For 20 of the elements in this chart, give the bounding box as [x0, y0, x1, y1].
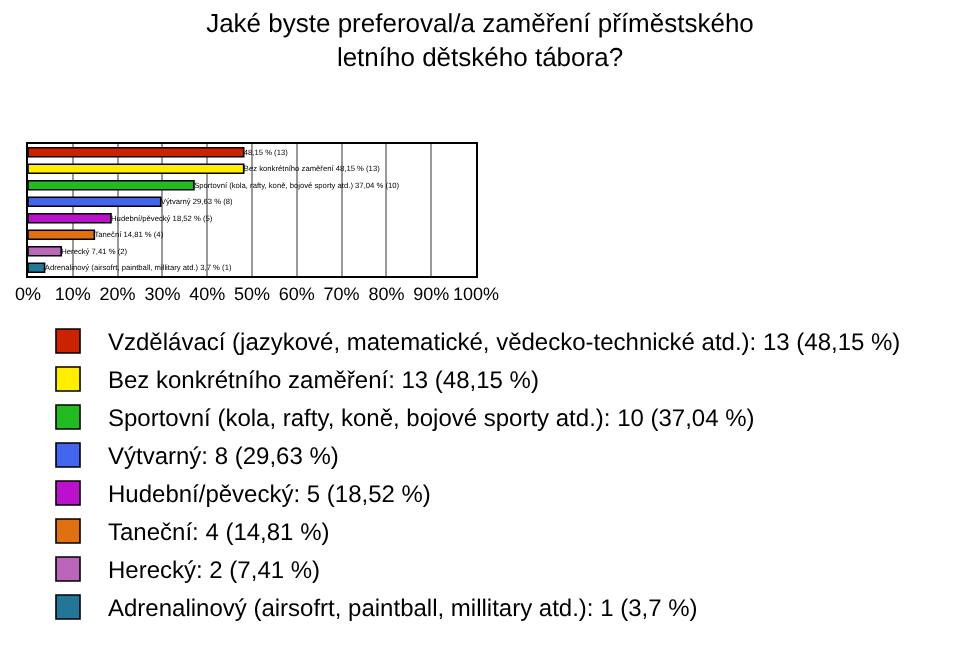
x-tick-label: 90%	[413, 283, 450, 304]
legend-label: Bez konkrétního zaměření: 13 (48,15 %)	[108, 366, 539, 395]
legend-label: Výtvarný: 8 (29,63 %)	[108, 442, 339, 471]
x-tick-label: 40%	[189, 283, 226, 304]
x-tick-label: 100%	[452, 283, 500, 304]
x-tick-label: 0%	[14, 283, 42, 304]
legend-label: Sportovní (kola, rafty, koně, bojové sporty atd.): 10 (37,04 %)	[108, 404, 755, 433]
x-tick-label: 10%	[54, 283, 91, 304]
x-tick-label: 50%	[233, 283, 271, 304]
x-tick-label: 30%	[144, 283, 181, 304]
legend-label: Hudební/pěvecký: 5 (18,52 %)	[108, 480, 431, 509]
x-tick-label: 20%	[99, 283, 136, 304]
legend-label: Herecký: 2 (7,41 %)	[108, 556, 321, 585]
legend-label: Vzdělávací (jazykové, matematické, vědecko-technické atd.): 13 (48,15 %)	[108, 328, 901, 357]
chart-title: Jaké byste preferoval/a zaměření příměstského letního dětského tábora?	[206, 8, 754, 73]
x-tick-label: 60%	[278, 283, 315, 304]
legend-label: Adrenalinový (airsofrt, paintball, millitary atd.): 1 (3,7 %)	[108, 594, 698, 623]
legend-label: Taneční: 4 (14,81 %)	[108, 518, 330, 547]
x-tick-label: 70%	[323, 283, 360, 304]
x-tick-label: 80%	[368, 283, 405, 304]
